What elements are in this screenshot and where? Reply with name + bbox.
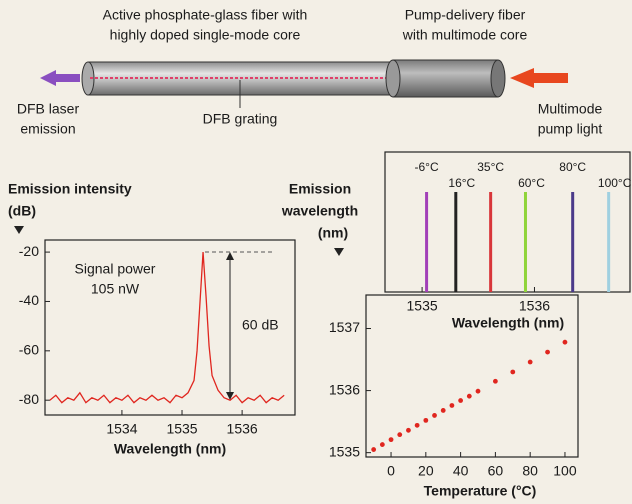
- y-axis-title: (nm): [318, 225, 348, 241]
- spectrum-line: [49, 252, 285, 404]
- point: [510, 369, 516, 375]
- y-axis-title: wavelength: [281, 203, 358, 219]
- pump-fiber: [392, 59, 499, 98]
- x-axis-title: Temperature (°C): [424, 483, 537, 499]
- x-tick-label: 1534: [106, 421, 137, 437]
- pump-label: pump light: [538, 121, 603, 137]
- y-axis-title: Emission: [289, 181, 351, 197]
- x-axis-title: Wavelength (nm): [452, 315, 564, 331]
- point: [406, 427, 411, 433]
- y-tick-label: 1535: [329, 443, 360, 459]
- x-tick-label: 1535: [407, 298, 438, 314]
- point: [475, 388, 481, 394]
- x-tick-label: 40: [453, 463, 469, 479]
- plot-area: [44, 239, 296, 416]
- point: [388, 437, 394, 443]
- annotation: 60 dB: [242, 317, 279, 333]
- point: [379, 442, 385, 447]
- axis-marker: [14, 226, 24, 234]
- peak-label: 60°C: [518, 176, 545, 190]
- x-tick-label: 1536: [519, 298, 550, 314]
- annotation: Signal power: [75, 261, 156, 277]
- emission-arrow: [40, 70, 80, 86]
- point: [371, 447, 377, 452]
- peak-label: 16°C: [448, 176, 475, 190]
- x-axis-title: Wavelength (nm): [114, 441, 226, 457]
- y-tick-label: -40: [19, 292, 39, 308]
- point: [562, 339, 568, 345]
- x-tick-label: 60: [488, 463, 504, 479]
- pump-fiber-label: Pump-delivery fiber: [405, 7, 526, 23]
- pump-label: Multimode: [538, 101, 603, 117]
- annotation: 105 nW: [91, 281, 140, 297]
- arrow-head: [226, 252, 234, 260]
- peak-label: 80°C: [559, 160, 586, 174]
- point: [440, 408, 446, 413]
- x-tick-label: 1535: [166, 421, 197, 437]
- x-tick-label: 1536: [227, 421, 258, 437]
- pump-fiber-label: with multimode core: [402, 27, 528, 43]
- arrow-head: [226, 392, 234, 400]
- point: [432, 413, 437, 418]
- y-tick-label: -60: [19, 342, 39, 358]
- point: [397, 432, 403, 438]
- fiber-end: [490, 59, 506, 98]
- inset-plot-area: [384, 151, 631, 293]
- pump-arrow: [510, 68, 568, 88]
- y-axis-title: Emission intensity: [8, 181, 132, 197]
- grating-label: DFB grating: [203, 111, 278, 127]
- x-tick-label: 80: [522, 463, 538, 479]
- plot-area: [365, 294, 579, 458]
- point: [458, 398, 464, 403]
- emission-label: DFB laser: [17, 101, 80, 117]
- y-tick-label: 1536: [329, 381, 360, 397]
- point: [545, 349, 550, 355]
- fiber-label: highly doped single-mode core: [110, 27, 301, 43]
- y-tick-label: -20: [19, 243, 39, 259]
- point: [492, 378, 498, 384]
- point: [414, 422, 420, 428]
- point: [423, 417, 429, 423]
- peak-label: 35°C: [477, 160, 504, 174]
- axis-marker: [334, 248, 344, 256]
- y-axis-title: (dB): [8, 203, 36, 219]
- fiber-label: Active phosphate-glass fiber with: [103, 7, 308, 23]
- x-tick-label: 100: [553, 463, 577, 479]
- point: [527, 359, 533, 365]
- fiber-joint: [385, 59, 401, 98]
- y-tick-label: 1537: [329, 319, 360, 335]
- diagram: Active phosphate-glass fiber with highly…: [17, 7, 603, 137]
- peak-label: 100°C: [598, 176, 632, 190]
- fiber-end: [81, 61, 95, 96]
- point: [449, 403, 455, 408]
- x-tick-label: 0: [387, 463, 395, 479]
- emission-label: emission: [20, 121, 75, 137]
- x-tick-label: 20: [418, 463, 434, 479]
- peak-label: -6°C: [415, 160, 439, 174]
- y-tick-label: -80: [19, 391, 39, 407]
- point: [466, 393, 472, 399]
